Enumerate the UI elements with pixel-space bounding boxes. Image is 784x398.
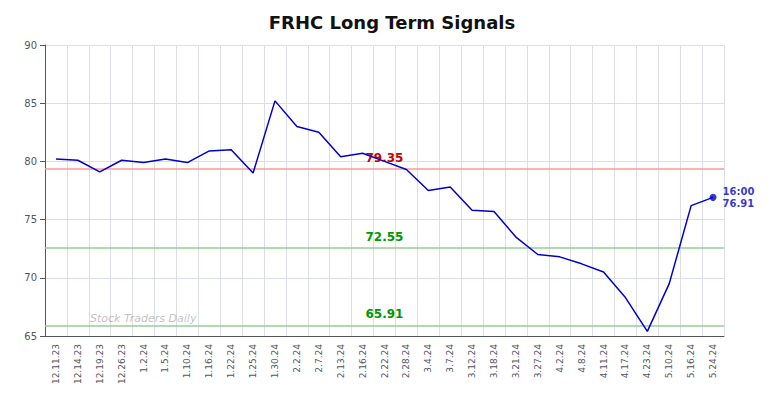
- svg-text:80: 80: [24, 156, 37, 167]
- svg-text:3.21.24: 3.21.24: [511, 344, 521, 379]
- svg-text:3.12.24: 3.12.24: [467, 344, 477, 379]
- svg-text:72.55: 72.55: [366, 230, 404, 244]
- svg-text:5.10.24: 5.10.24: [664, 344, 674, 379]
- svg-text:3.4.24: 3.4.24: [423, 344, 433, 373]
- svg-text:4.11.24: 4.11.24: [599, 344, 609, 379]
- svg-text:79.35: 79.35: [366, 151, 404, 165]
- svg-text:2.28.24: 2.28.24: [401, 344, 411, 379]
- svg-text:3.7.24: 3.7.24: [445, 344, 455, 373]
- svg-text:1.2.24: 1.2.24: [139, 344, 149, 373]
- svg-text:65.91: 65.91: [366, 307, 404, 321]
- svg-text:1.22.24: 1.22.24: [226, 344, 236, 379]
- svg-text:4.8.24: 4.8.24: [577, 344, 587, 373]
- svg-text:16:00: 16:00: [723, 186, 755, 197]
- svg-text:12.26.23: 12.26.23: [117, 344, 127, 384]
- svg-text:1.25.24: 1.25.24: [248, 344, 258, 379]
- svg-text:12.11.23: 12.11.23: [51, 344, 61, 384]
- svg-text:2.13.24: 2.13.24: [336, 344, 346, 379]
- svg-text:90: 90: [24, 40, 37, 51]
- svg-text:2.7.24: 2.7.24: [314, 344, 324, 373]
- svg-text:2.16.24: 2.16.24: [358, 344, 368, 379]
- svg-text:65: 65: [24, 331, 37, 342]
- svg-text:1.5.24: 1.5.24: [160, 344, 170, 373]
- svg-text:1.30.24: 1.30.24: [270, 344, 280, 379]
- svg-text:Stock Traders Daily: Stock Traders Daily: [90, 312, 197, 325]
- svg-text:70: 70: [24, 272, 37, 283]
- svg-text:4.23.24: 4.23.24: [642, 344, 652, 379]
- svg-text:5.24.24: 5.24.24: [708, 344, 718, 379]
- svg-text:2.2.24: 2.2.24: [292, 344, 302, 373]
- svg-text:1.10.24: 1.10.24: [182, 344, 192, 379]
- svg-text:3.27.24: 3.27.24: [533, 344, 543, 379]
- svg-text:4.17.24: 4.17.24: [620, 344, 630, 379]
- svg-text:1.16.24: 1.16.24: [204, 344, 214, 379]
- svg-text:76.91: 76.91: [723, 198, 755, 209]
- svg-text:85: 85: [24, 98, 37, 109]
- svg-text:75: 75: [24, 214, 37, 225]
- svg-text:2.22.24: 2.22.24: [380, 344, 390, 379]
- svg-text:12.19.23: 12.19.23: [95, 344, 105, 384]
- svg-text:FRHC Long Term Signals: FRHC Long Term Signals: [269, 12, 515, 33]
- svg-text:3.18.24: 3.18.24: [489, 344, 499, 379]
- svg-text:5.16.24: 5.16.24: [686, 344, 696, 379]
- svg-text:12.14.23: 12.14.23: [73, 344, 83, 384]
- svg-text:4.2.24: 4.2.24: [555, 344, 565, 373]
